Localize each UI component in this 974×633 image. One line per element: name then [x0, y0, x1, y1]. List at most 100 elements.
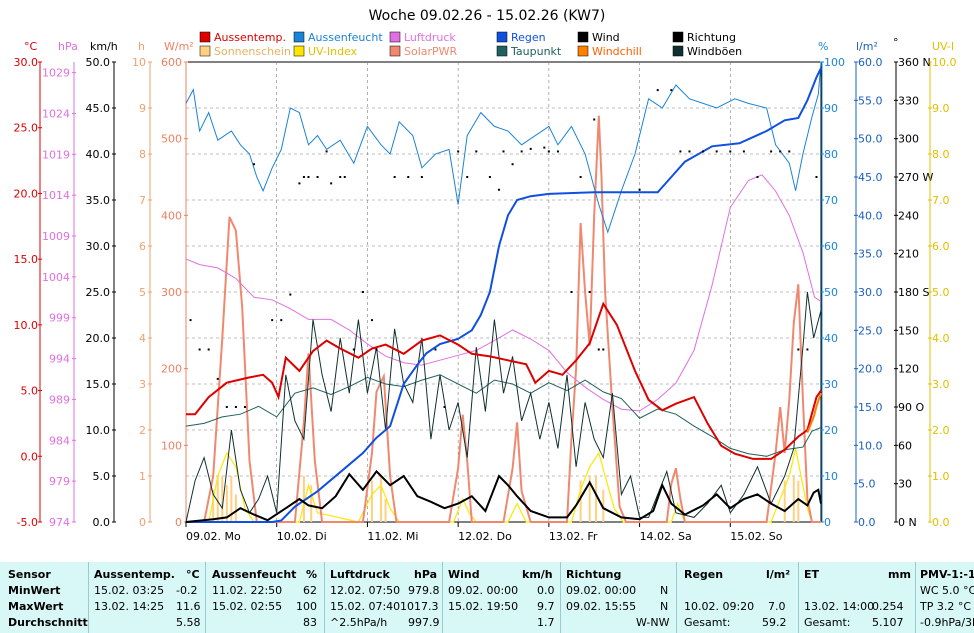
- axis-tick-label: 30.0: [858, 286, 883, 299]
- axis-tick-label: 1024: [42, 107, 70, 120]
- max-temp-value: 11.6: [176, 600, 201, 613]
- column-divider: [324, 562, 325, 633]
- legend-swatch: [672, 45, 684, 57]
- direction-point: [280, 319, 283, 322]
- max-richtung-time: 09.02. 15:55: [566, 600, 637, 613]
- axis-unit-label: l/m²: [856, 40, 878, 53]
- max-wind-value: 9.7: [537, 600, 555, 613]
- axis-tick-label: 999: [49, 312, 70, 325]
- sunshine-bar: [797, 480, 800, 522]
- axis-tick-label: 0.0: [93, 516, 111, 529]
- direction-point: [434, 348, 437, 351]
- axis-tick-label: 2: [139, 424, 146, 437]
- axis-tick-label: 270 W: [898, 171, 933, 184]
- axis-tick-label: 15.0: [858, 401, 883, 414]
- avg-regen-label: Gesamt:: [684, 616, 731, 629]
- direction-point: [593, 118, 596, 121]
- avg-et-value: 5.107: [872, 616, 904, 629]
- axis-tick-label: 35.0: [858, 248, 883, 261]
- sunshine-bar: [384, 499, 387, 522]
- direction-point: [352, 348, 355, 351]
- legend-swatch: [389, 45, 401, 57]
- sunshine-bar: [588, 476, 591, 522]
- axis-tick-label: 400: [161, 209, 182, 222]
- axis-tick-label: 50.0: [858, 133, 883, 146]
- axis-tick-label: 0.0: [932, 516, 950, 529]
- legend-swatch: [293, 31, 305, 43]
- min-richtung-value: N: [660, 584, 669, 597]
- header-wind-unit: km/h: [522, 568, 553, 581]
- axis-tick-label: 600: [161, 56, 182, 69]
- legend-label: Aussenfeucht: [308, 31, 383, 44]
- legend-label: Windchill: [592, 45, 642, 58]
- sunshine-bar: [310, 485, 313, 522]
- max-feucht-value: 100: [296, 600, 317, 613]
- avg-feucht-value: 83: [303, 616, 317, 629]
- header-richtung: Richtung: [566, 568, 622, 581]
- direction-point: [488, 176, 491, 178]
- axis-tick-label: 100: [161, 439, 182, 452]
- header-temp: Aussentemp.: [94, 568, 175, 581]
- axis-tick-label: 30: [898, 478, 912, 491]
- direction-point: [547, 150, 550, 153]
- sunshine-bar: [579, 480, 582, 522]
- axis-tick-label: 994: [49, 353, 70, 366]
- direction-point: [742, 150, 745, 153]
- legend-label: Luftdruck: [404, 31, 456, 44]
- avg-druck-trend: ^2.5hPa/h: [330, 616, 388, 629]
- direction-point: [779, 150, 782, 153]
- axis-tick-label: 2.0: [932, 424, 950, 437]
- axis-tick-label: 8.0: [932, 148, 950, 161]
- legend-swatch: [293, 45, 305, 57]
- legend-label: Aussentemp.: [214, 31, 286, 44]
- axis-tick-label: 55.0: [858, 94, 883, 107]
- sunshine-bar: [380, 476, 383, 522]
- legend-label: SolarPWR: [404, 45, 458, 58]
- min-richtung-time: 09.02. 00:00: [566, 584, 637, 597]
- x-axis-label: 15.02. So: [730, 530, 782, 543]
- axis-tick-label: 210: [898, 248, 919, 261]
- axis-tick-label: 6.0: [932, 240, 950, 253]
- axis-tick-label: 20.0: [86, 332, 111, 345]
- direction-point: [298, 182, 301, 185]
- axis-tick-label: 25.0: [858, 324, 883, 337]
- max-et-time: 13.02. 14:00: [804, 600, 875, 613]
- min-wind-value: 0.0: [537, 584, 555, 597]
- column-divider: [676, 562, 677, 633]
- axis-tick-label: 7: [139, 194, 146, 207]
- axis-tick-label: 989: [49, 393, 70, 406]
- direction-point: [198, 348, 201, 351]
- axis-tick-label: 500: [161, 133, 182, 146]
- axis-tick-label: 20: [824, 424, 838, 437]
- direction-point: [806, 348, 809, 351]
- min-pmv: WC 5.0 °C: [920, 584, 974, 597]
- axis-tick-label: 1019: [42, 148, 70, 161]
- axis-tick-label: 10.0: [14, 319, 39, 332]
- axis-unit-label: °C: [24, 40, 38, 53]
- direction-point: [225, 406, 228, 408]
- axis-tick-label: 8: [139, 148, 146, 161]
- direction-point: [715, 150, 718, 153]
- axis-tick-label: 5.0: [21, 385, 39, 398]
- sunshine-bar: [212, 489, 215, 522]
- legend-label: Regen: [511, 31, 546, 44]
- column-divider: [442, 562, 443, 633]
- axis-tick-label: 150: [898, 324, 919, 337]
- series-windboeen: [185, 291, 822, 523]
- header-feucht: Aussenfeucht: [212, 568, 297, 581]
- x-axis-label: 13.02. Fr: [549, 530, 598, 543]
- axis-tick-label: 10: [824, 470, 838, 483]
- legend-swatch: [496, 31, 508, 43]
- axis-unit-label: h: [138, 40, 145, 53]
- direction-point: [361, 291, 364, 293]
- header-druck-unit: hPa: [414, 568, 438, 581]
- axis-tick-label: 20.0: [858, 363, 883, 376]
- sunshine-bar: [234, 494, 237, 522]
- avg-pmv: -0.9hPa/3h: [920, 616, 974, 629]
- legend-label: Wind: [592, 31, 620, 44]
- direction-point: [602, 348, 605, 351]
- direction-point: [207, 348, 210, 351]
- header-wind: Wind: [448, 568, 480, 581]
- x-axis-label: 09.02. Mo: [186, 530, 241, 543]
- axis-tick-label: 30.0: [86, 240, 111, 253]
